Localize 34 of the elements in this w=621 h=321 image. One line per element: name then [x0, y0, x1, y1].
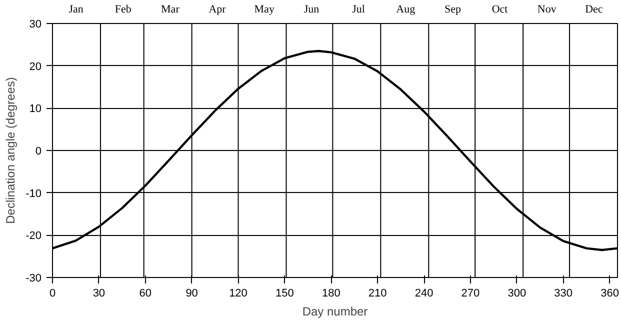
text: Jul: [352, 4, 365, 16]
x-tick-label: 60: [139, 288, 152, 300]
text: May: [254, 4, 275, 16]
text: Mar: [161, 4, 180, 16]
text: Jan: [68, 4, 84, 16]
y-tick-label: -30: [26, 272, 42, 284]
x-tick-label: 360: [600, 288, 619, 300]
text: Jun: [304, 4, 320, 16]
y-tick-label: 0: [35, 146, 42, 158]
text: Sep: [444, 4, 462, 16]
x-axis-title: Day number: [302, 304, 368, 318]
text: Nov: [537, 4, 557, 16]
x-tick-label: 210: [368, 288, 387, 300]
x-tick-label: 240: [414, 288, 434, 300]
y-tick-label: 20: [29, 60, 42, 73]
y-tick-label: -20: [26, 230, 42, 242]
x-tick-label: 0: [49, 288, 56, 300]
text: Oct: [492, 4, 508, 16]
text: Apr: [208, 4, 226, 16]
x-tick-label: 180: [322, 288, 340, 300]
y-tick-label: 10: [29, 103, 42, 116]
x-tick-label: 150: [276, 288, 294, 300]
y-tick-label: 30: [29, 18, 42, 30]
x-tick-label: 120: [229, 288, 248, 300]
x-tick-label: 30: [92, 288, 106, 300]
y-axis-title: Declination angle (degrees): [4, 77, 18, 224]
x-tick-label: 300: [508, 288, 526, 300]
x-tick-label: 330: [554, 288, 573, 300]
x-tick-label: 90: [186, 288, 198, 300]
x-tick-label: 270: [461, 288, 480, 300]
text: Aug: [396, 4, 416, 16]
text: Feb: [114, 4, 132, 16]
y-tick-label: -10: [26, 188, 42, 200]
text: Dec: [585, 4, 603, 16]
